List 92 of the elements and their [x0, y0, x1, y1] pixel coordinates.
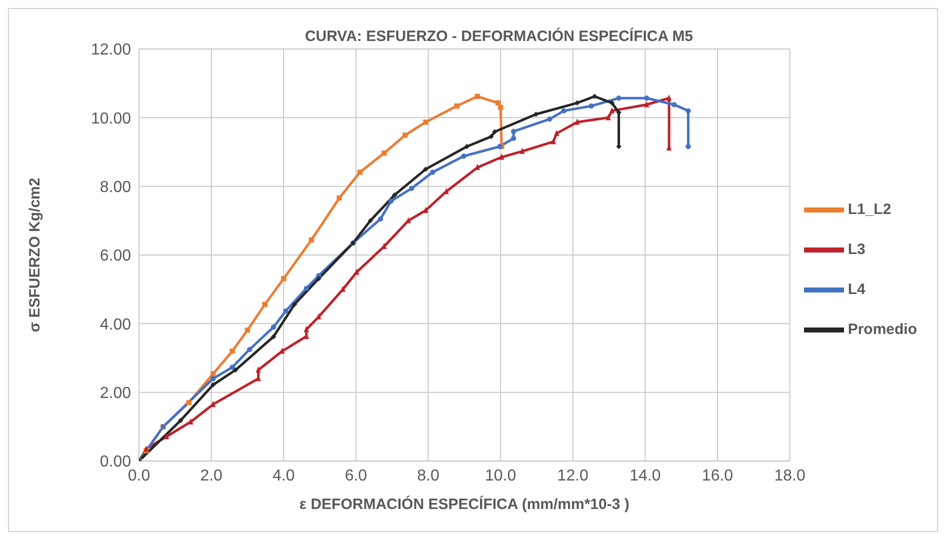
- point: [378, 216, 384, 222]
- point: [510, 136, 516, 141]
- x-tick-label: 10.0: [484, 467, 516, 484]
- point: [292, 302, 298, 308]
- point: [144, 445, 149, 452]
- point: [357, 170, 363, 175]
- point: [210, 376, 216, 382]
- x-tick-label: 6.0: [344, 467, 368, 484]
- point: [256, 366, 261, 373]
- point: [609, 100, 615, 106]
- point: [210, 382, 216, 388]
- point: [574, 100, 580, 106]
- point: [554, 130, 560, 136]
- point: [464, 144, 470, 150]
- point: [392, 192, 398, 198]
- point: [561, 108, 566, 114]
- y-tick-label: 4.00: [100, 316, 132, 334]
- y-tick-label: 10.00: [90, 110, 132, 128]
- point: [520, 148, 525, 154]
- x-tick-label: 14.0: [630, 467, 661, 484]
- point: [283, 308, 288, 314]
- y-tick-label: 6.00: [100, 248, 132, 265]
- point: [308, 237, 314, 242]
- point: [510, 128, 516, 134]
- point: [609, 107, 615, 114]
- point: [644, 101, 650, 108]
- point: [354, 268, 360, 275]
- point: [336, 195, 342, 201]
- point: [423, 120, 428, 125]
- legend-label: L3: [848, 240, 866, 258]
- point: [304, 326, 310, 332]
- x-tick-label: 8.0: [417, 467, 440, 484]
- point: [488, 134, 494, 140]
- x-tick-label: 2.0: [200, 467, 223, 484]
- point: [281, 276, 286, 282]
- point: [499, 154, 504, 160]
- x-axis-title: ε DEFORMACIÓN ESPECÍFICA (mm/mm*10-3 ): [299, 495, 630, 513]
- point: [186, 400, 192, 406]
- x-tick-label: 16.0: [702, 467, 734, 484]
- y-tick-label: 12.00: [90, 42, 132, 59]
- point: [444, 188, 449, 194]
- point: [474, 94, 480, 99]
- point: [388, 198, 394, 204]
- point: [616, 95, 622, 101]
- point: [270, 334, 276, 340]
- point: [230, 348, 235, 354]
- point: [461, 154, 466, 159]
- y-axis-title: σ ESFUERZO Kg/cm2: [26, 178, 44, 332]
- point: [316, 276, 322, 282]
- point: [409, 186, 414, 191]
- point: [592, 94, 598, 99]
- point: [178, 418, 184, 424]
- point: [686, 108, 691, 114]
- y-tick-label: 2.00: [100, 385, 132, 402]
- point: [188, 418, 194, 424]
- point: [164, 433, 170, 440]
- point: [232, 367, 238, 373]
- chart-title: CURVA: ESFUERZO - DEFORMACIÓN ESPECÍFICA M5: [304, 27, 694, 45]
- point: [304, 286, 310, 291]
- point: [262, 302, 268, 308]
- legend-label: L4: [848, 281, 866, 298]
- legend-label: Promedio: [848, 321, 917, 338]
- legend-label: L1_L2: [848, 200, 892, 218]
- point: [606, 114, 611, 120]
- point: [666, 94, 672, 101]
- point: [382, 242, 387, 250]
- point: [498, 104, 504, 110]
- point: [230, 364, 235, 370]
- y-tick-label: 8.00: [100, 179, 132, 196]
- point: [454, 103, 460, 109]
- point: [474, 164, 480, 170]
- point: [430, 170, 436, 175]
- point: [244, 328, 250, 333]
- point: [672, 102, 677, 108]
- point: [423, 206, 428, 213]
- x-tick-label: 4.0: [272, 467, 295, 484]
- point: [588, 103, 594, 109]
- x-tick-label: 18.0: [774, 467, 806, 484]
- point: [547, 116, 552, 122]
- point: [492, 129, 498, 134]
- point: [270, 324, 276, 330]
- point: [644, 95, 650, 101]
- point: [368, 218, 373, 224]
- point: [423, 166, 428, 172]
- point: [686, 144, 691, 150]
- point: [210, 371, 216, 376]
- point: [574, 118, 580, 125]
- point: [550, 138, 556, 144]
- point: [247, 346, 252, 352]
- point: [382, 150, 387, 156]
- point: [402, 132, 408, 138]
- x-tick-label: 12.0: [557, 467, 589, 484]
